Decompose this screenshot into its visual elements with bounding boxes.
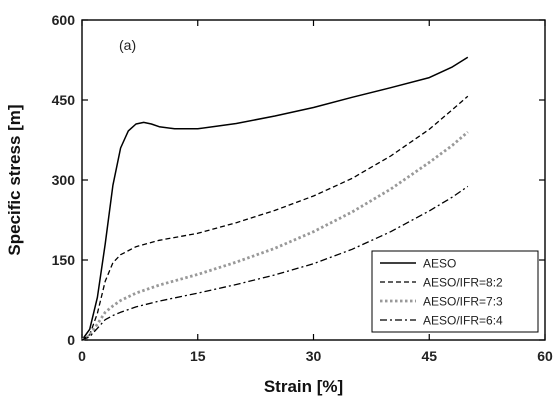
y-tick-label: 450: [52, 92, 76, 108]
legend-box: [371, 250, 539, 333]
series-lines: [81, 56, 469, 342]
y-tick-label: 600: [52, 12, 76, 28]
series-line-4: [81, 185, 469, 341]
legend-label: AESO: [423, 257, 456, 271]
legend-label: AESO/IFR=6:4: [423, 314, 503, 328]
y-tick-label: 150: [52, 252, 76, 268]
x-tick-label: 0: [78, 348, 86, 364]
series-line-3: [81, 130, 469, 342]
legend-label: AESO/IFR=8:2: [423, 276, 503, 290]
series-line-2: [81, 95, 469, 341]
y-tick-label: 300: [52, 172, 76, 188]
x-tick-label: 15: [190, 348, 206, 364]
y-axis-label: Specific stress [m]: [5, 104, 24, 255]
x-axis-label: Strain [%]: [264, 377, 343, 396]
panel-annotation: (a): [119, 37, 136, 53]
x-tick-label: 30: [306, 348, 322, 364]
x-tick-label: 60: [537, 348, 553, 364]
y-tick-label: 0: [67, 332, 75, 348]
legend: AESO AESO/IFR=8:2 AESO/IFR=7:3 AESO/IFR=6:4: [371, 250, 539, 333]
x-tick-label: 45: [421, 348, 437, 364]
series-line-1: [81, 56, 469, 341]
legend-label: AESO/IFR=7:3: [423, 295, 503, 309]
